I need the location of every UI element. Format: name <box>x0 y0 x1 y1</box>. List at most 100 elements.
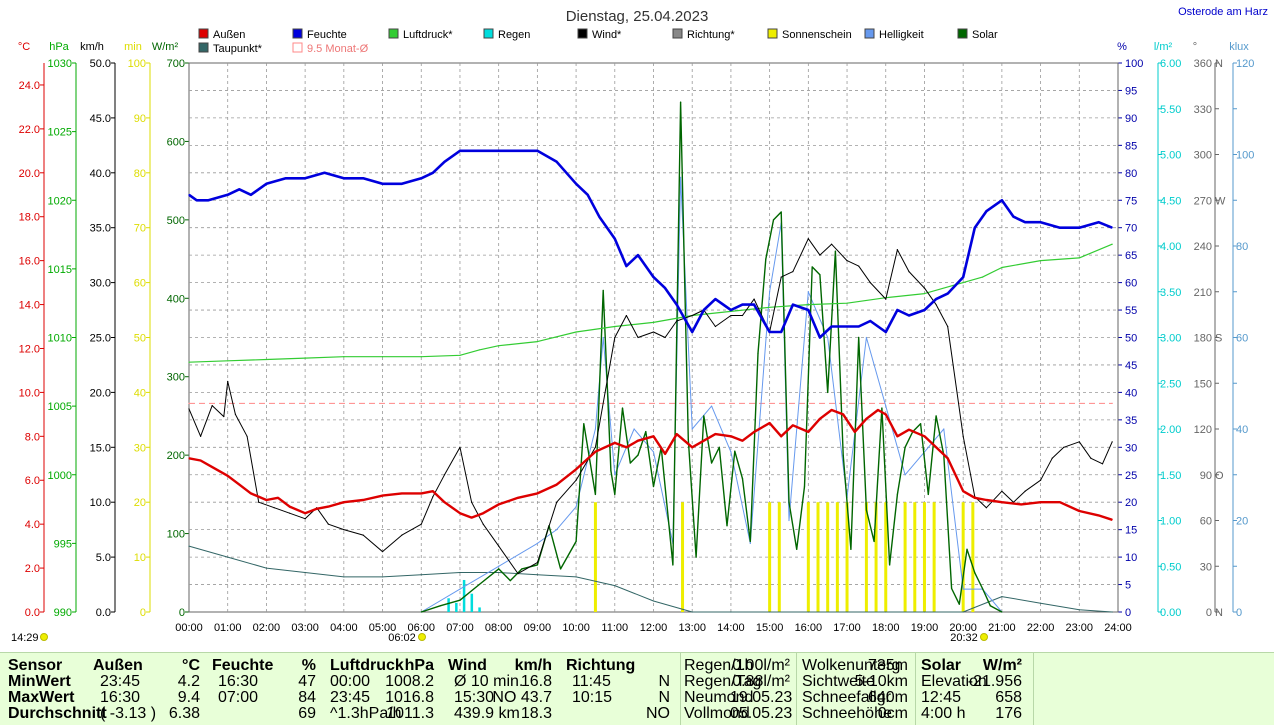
humidity-axis-tick-label: 10 <box>1125 552 1137 564</box>
wind-axis-tick-label: 35.0 <box>90 223 111 235</box>
humidity-line-point <box>575 183 577 185</box>
legend-label: Taupunkt* <box>213 43 263 55</box>
sunshine-bar <box>884 502 888 612</box>
legend-swatch <box>292 28 303 39</box>
wind-line-point <box>691 314 693 317</box>
stats-cell: km/h <box>514 657 552 674</box>
brightness-line-point <box>904 474 906 476</box>
solar-line-point <box>703 415 705 417</box>
solar-line-point <box>652 485 655 488</box>
humidity-line-point <box>598 216 600 218</box>
temperature-line-point <box>896 435 898 437</box>
sunmin-axis-tick-label: 80 <box>134 168 146 180</box>
humidity-axis-tick-label: 35 <box>1125 415 1137 427</box>
temperature-line-point <box>536 492 538 495</box>
humidity-line <box>188 149 1113 339</box>
right-axes: %100959085807570656055504540353025201510… <box>1117 41 1254 619</box>
brightness-line-point <box>652 451 655 453</box>
temp-axis-tick-label: 8.0 <box>25 431 40 443</box>
dewpoint-line-point <box>343 576 345 578</box>
stats-panel: Sensor MinWert MaxWert Durchschnitt Außen °C 2… <box>0 652 1274 725</box>
x-tick-label: 09:00 <box>524 622 552 634</box>
rain-bar <box>470 593 474 612</box>
temperature-line-point <box>625 446 628 448</box>
solar-line-point <box>981 587 984 590</box>
left-axes: °C 24.0 22.0 20.0 18.0 16.0 14.0 12.0 10.0 8.0 6.0… <box>18 41 190 619</box>
dewpoint-line-point <box>381 576 384 578</box>
wind-line-point <box>327 523 329 525</box>
stats-cell: 18.3 <box>520 705 552 722</box>
stats-cell: 84 <box>298 689 316 706</box>
humidity-line-point <box>1098 221 1100 223</box>
solar-line-point <box>749 540 751 543</box>
wind-line-point <box>753 298 755 300</box>
stats-cell: Sichtweite <box>802 673 875 690</box>
stats-cell: Schneehöhe <box>802 705 892 722</box>
sunmin-axis-tick-label: 70 <box>134 223 146 235</box>
temperature-line-point <box>381 495 384 497</box>
solar-line-point <box>509 580 511 582</box>
rain-axis-tick-label: 4.00 <box>1160 241 1181 253</box>
humidity-line-point <box>869 320 871 322</box>
stats-cell: 00:00 <box>330 673 371 690</box>
location-label: Osterode am Harz <box>1178 6 1268 18</box>
legend-label: Richtung* <box>687 29 735 41</box>
weather-chart: Dienstag, 25.04.2023 Osterode am Harz Au… <box>11 6 1268 644</box>
stats-cell: 15:30 <box>454 689 495 706</box>
temperature-line-point <box>227 475 229 477</box>
series-layer <box>188 101 1113 613</box>
temperature-line-point <box>238 484 240 486</box>
temp-axis-tick-label: 24.0 <box>19 80 40 92</box>
dewpoint-line-point <box>846 611 848 613</box>
legend-swatch <box>672 28 683 39</box>
solar-line-point <box>718 446 720 448</box>
dewpoint-line-point <box>885 611 887 613</box>
humidity-line-point <box>676 303 678 306</box>
temperature-line-point <box>962 490 964 492</box>
stats-cell: 07:00 <box>218 689 259 706</box>
x-tick-label: 03:00 <box>291 622 319 634</box>
stats-cell: N <box>658 673 670 690</box>
wind-line-point <box>498 545 500 547</box>
brightness-line-point <box>730 451 732 453</box>
wind-line-point <box>1090 457 1092 459</box>
humidity-line-point <box>323 172 326 174</box>
wind-line-point <box>947 325 949 328</box>
solar-line-point <box>858 336 860 339</box>
humidity-line-point <box>819 336 821 339</box>
humidity-line-point <box>947 292 949 295</box>
sunmin-axis-tick-label: 90 <box>134 113 146 125</box>
stats-cell: Schneefallgr <box>802 689 891 706</box>
legend-label: 9.5 Monat-Ø <box>307 43 369 55</box>
pressure-axis-unit: hPa <box>49 41 69 53</box>
x-tick-label: 02:00 <box>253 622 281 634</box>
solar-line-point <box>575 540 577 543</box>
solar-line-point <box>796 548 798 550</box>
solar-line-point <box>594 493 597 495</box>
solar-line-point <box>803 485 806 488</box>
humidity-line-point <box>985 210 987 212</box>
humidity-line-point <box>935 298 937 300</box>
humidity-line-point <box>614 238 616 240</box>
humidity-line-point <box>250 194 252 196</box>
solar-line-point <box>741 478 744 480</box>
brightness-line-point <box>943 428 945 430</box>
wind-line-point <box>1024 490 1026 492</box>
humidity-axis-tick-label: 0 <box>1125 607 1131 619</box>
temperature-line-point <box>304 512 306 514</box>
lux-axis-tick-label: 80 <box>1236 241 1248 253</box>
sunshine-bar <box>593 502 597 612</box>
solar-line-point <box>889 564 891 566</box>
legend-swatch <box>767 28 778 39</box>
lux-axis-tick-label: 100 <box>1236 150 1254 162</box>
temperature-line-point <box>1059 501 1061 503</box>
wind-line-point <box>614 336 616 339</box>
sunshine-duration: 14:29 <box>11 632 39 644</box>
temp-axis-tick-label: 22.0 <box>19 124 40 136</box>
sunrise-label: 06:02 <box>388 632 416 644</box>
temperature-line-point <box>865 418 867 420</box>
direction-axis-tick-label: 0 <box>1206 607 1212 619</box>
pressure-line-point <box>1111 243 1113 245</box>
humidity-axis-tick-label: 50 <box>1125 333 1137 345</box>
stats-cell: Regen/1h <box>684 657 754 674</box>
